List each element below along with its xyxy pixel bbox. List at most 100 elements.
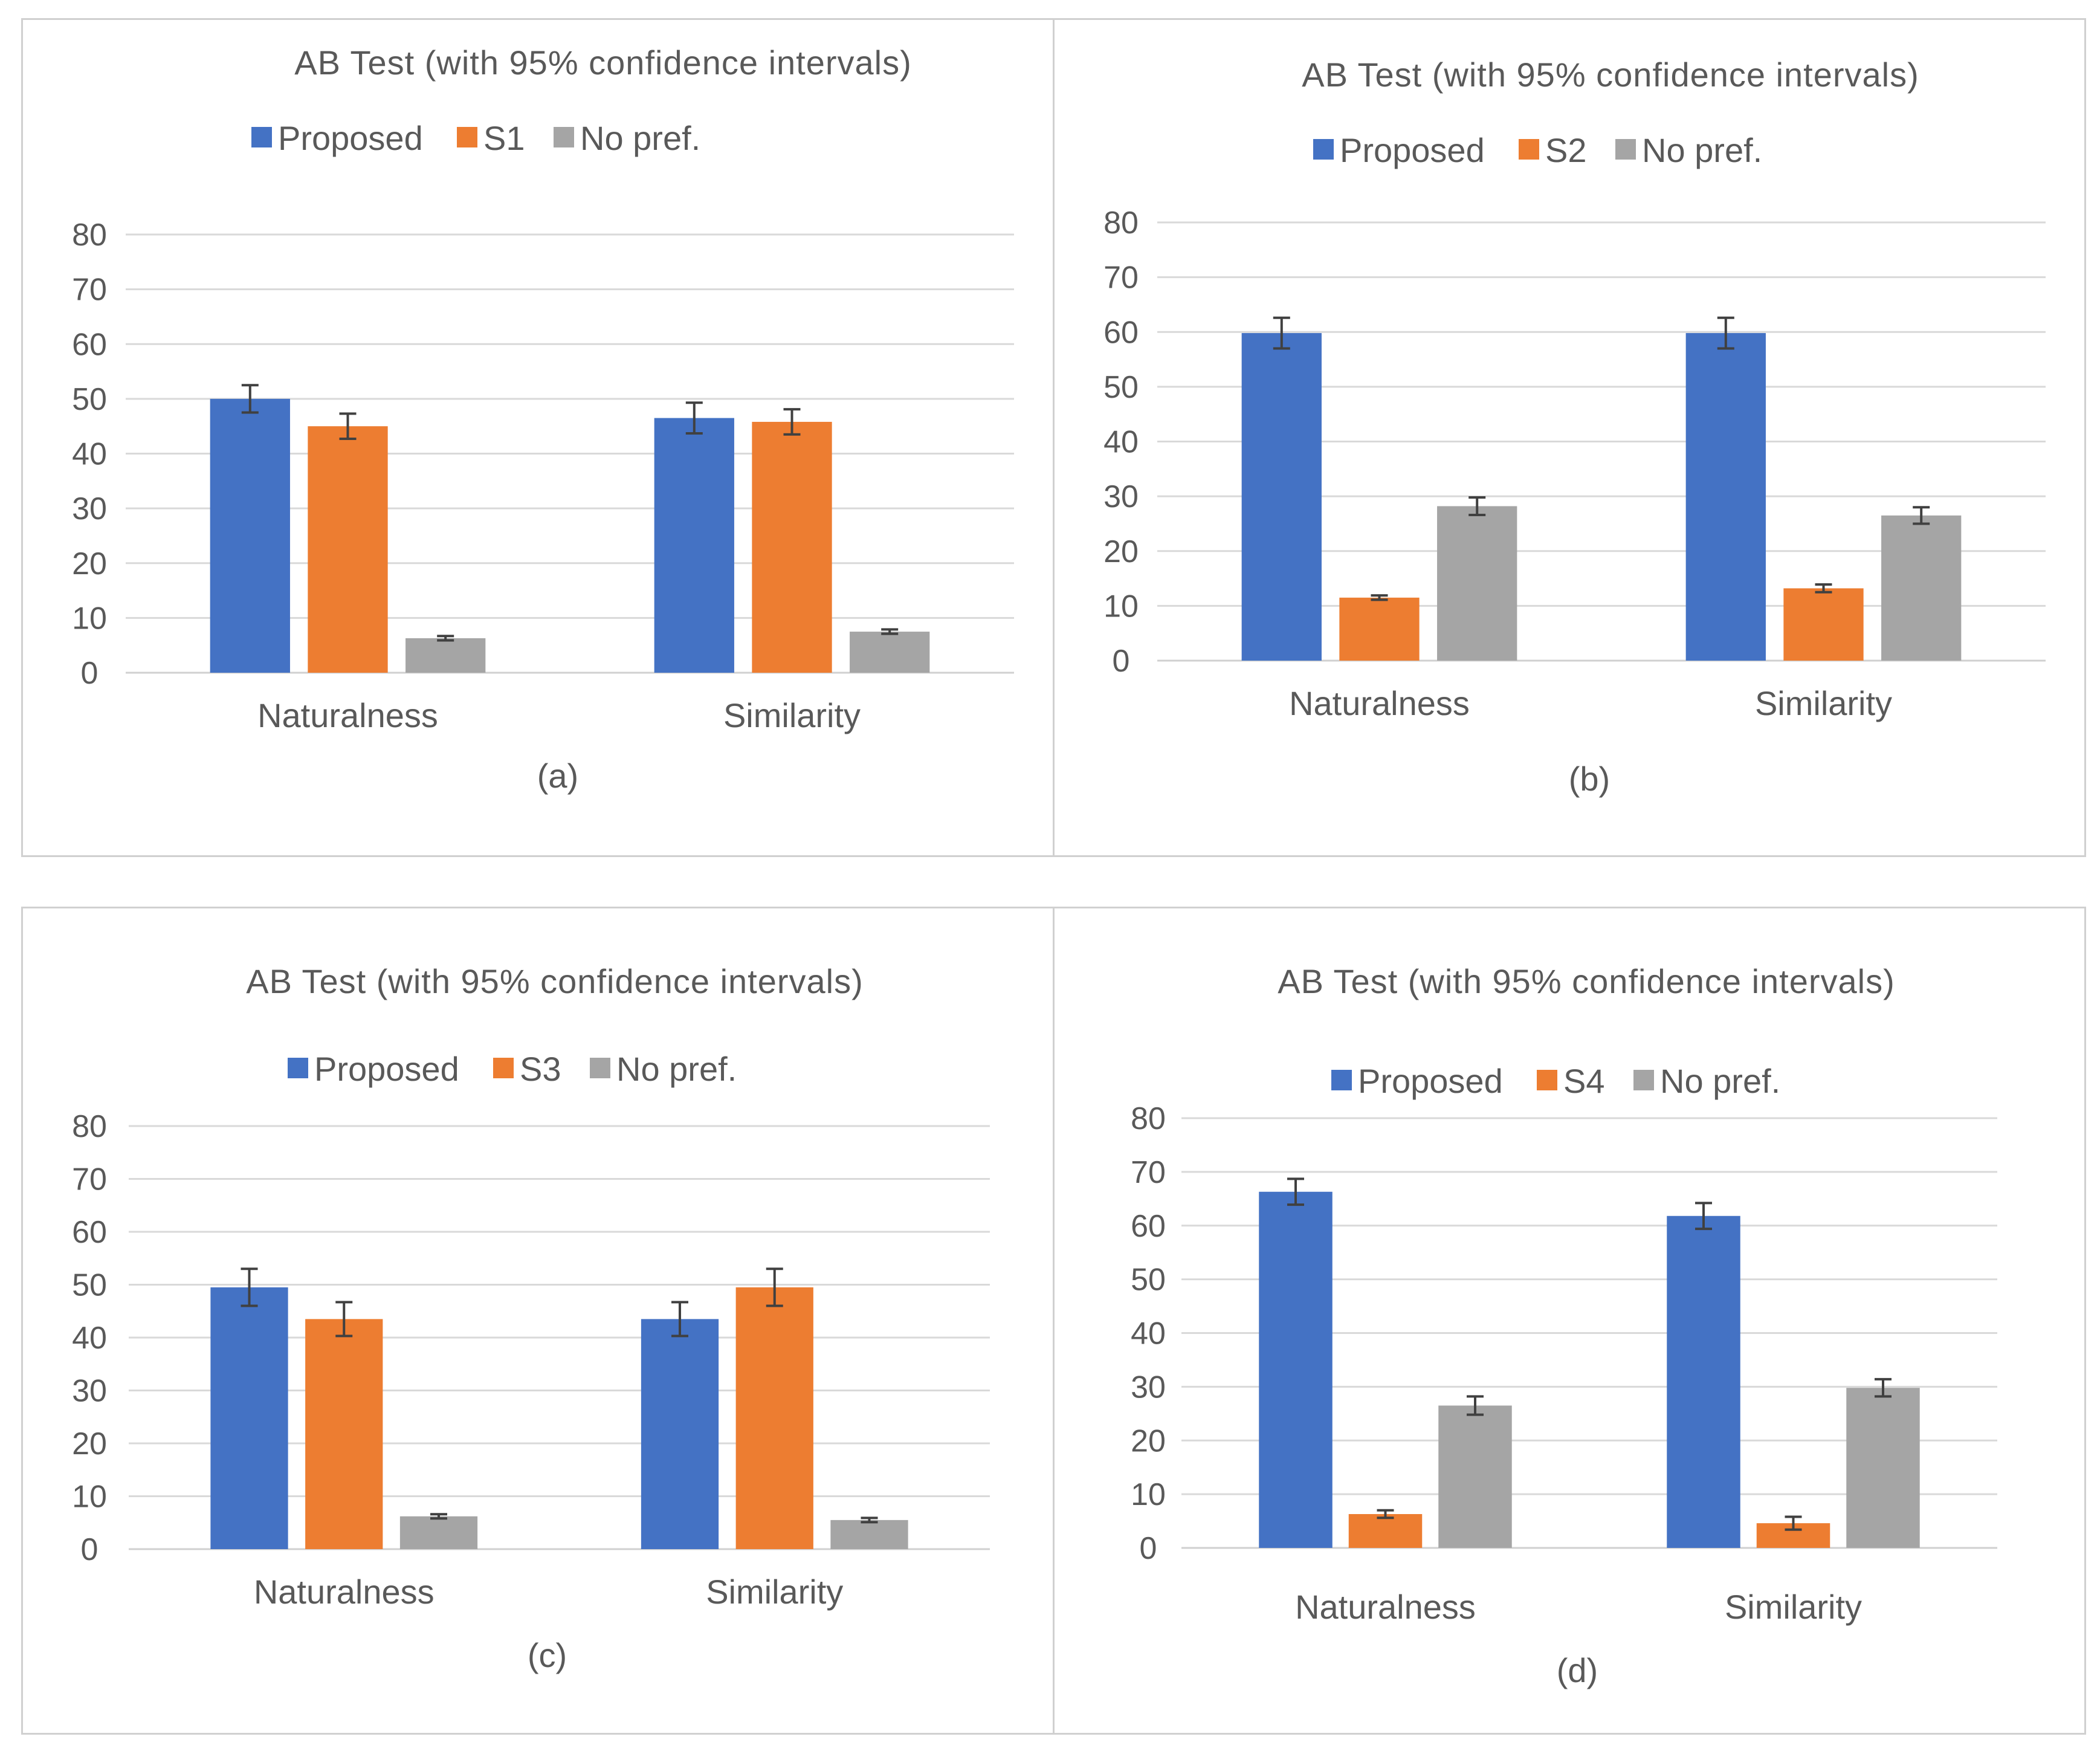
bar-no-pref--similarity bbox=[850, 632, 930, 673]
legend-swatch-2 bbox=[493, 1058, 514, 1078]
y-tick-label: 30 bbox=[1103, 479, 1139, 514]
y-tick-label: 10 bbox=[1131, 1477, 1166, 1512]
y-tick-label: 40 bbox=[1131, 1316, 1166, 1351]
y-tick-label: 20 bbox=[1131, 1423, 1166, 1458]
legend-label-1: Proposed bbox=[1340, 131, 1485, 169]
legend-label-3: No pref. bbox=[1660, 1062, 1780, 1100]
chart-panel-c: AB Test (with 95% confidence intervals) P… bbox=[21, 907, 1055, 1735]
bar-no-pref--similarity bbox=[1846, 1388, 1920, 1548]
y-tick-label: 0 bbox=[1140, 1531, 1157, 1566]
bar-no-pref--naturalness bbox=[405, 638, 486, 673]
bar-s3-naturalness bbox=[305, 1319, 383, 1549]
y-tick-label: 60 bbox=[72, 1215, 107, 1250]
legend-label-1: Proposed bbox=[1358, 1062, 1503, 1100]
y-tick-label: 70 bbox=[1131, 1155, 1166, 1190]
figure-caption: (a) bbox=[537, 757, 578, 795]
y-tick-label: 10 bbox=[1103, 589, 1139, 624]
y-tick-label: 0 bbox=[81, 1532, 99, 1567]
y-tick-label: 80 bbox=[72, 1109, 107, 1144]
y-tick-label: 50 bbox=[72, 1268, 107, 1303]
y-tick-label: 60 bbox=[72, 327, 107, 362]
chart-d: AB Test (with 95% confidence intervals) P… bbox=[1131, 962, 1997, 1689]
legend-swatch-2 bbox=[1537, 1070, 1557, 1090]
chart-panel-b: AB Test (with 95% confidence intervals) P… bbox=[1053, 18, 2086, 857]
y-tick-label: 20 bbox=[72, 546, 107, 581]
y-tick-label: 0 bbox=[1113, 644, 1130, 679]
y-tick-label: 20 bbox=[1103, 534, 1139, 569]
y-tick-label: 50 bbox=[1103, 370, 1139, 405]
y-tick-label: 0 bbox=[81, 656, 99, 691]
legend-swatch-3 bbox=[1633, 1070, 1654, 1090]
y-tick-label: 50 bbox=[1131, 1263, 1166, 1298]
chart-title: AB Test (with 95% confidence intervals) bbox=[1278, 962, 1895, 1000]
bar-s4-naturalness bbox=[1348, 1514, 1423, 1548]
chart-title: AB Test (with 95% confidence intervals) bbox=[246, 962, 864, 1000]
y-tick-label: 80 bbox=[72, 218, 107, 253]
legend-label-1: Proposed bbox=[278, 119, 423, 157]
bar-no-pref--similarity bbox=[830, 1520, 908, 1549]
bar-proposed-similarity bbox=[1685, 333, 1766, 661]
legend-swatch-3 bbox=[590, 1058, 610, 1078]
legend-swatch-1 bbox=[1313, 139, 1334, 160]
y-tick-label: 50 bbox=[72, 382, 107, 417]
legend-label-2: S4 bbox=[1563, 1062, 1605, 1100]
legend-swatch-3 bbox=[1615, 139, 1636, 160]
y-tick-label: 70 bbox=[72, 273, 107, 308]
bar-proposed-naturalness bbox=[210, 1287, 288, 1549]
bar-proposed-naturalness bbox=[210, 398, 290, 673]
figure-caption: (d) bbox=[1557, 1651, 1598, 1689]
y-tick-label: 40 bbox=[72, 437, 107, 472]
category-label-naturalness: Naturalness bbox=[1295, 1588, 1476, 1626]
bar-s1-similarity bbox=[752, 421, 832, 673]
y-tick-label: 10 bbox=[72, 1480, 107, 1515]
chart-panel-d: AB Test (with 95% confidence intervals) P… bbox=[1053, 907, 2086, 1735]
category-label-similarity: Similarity bbox=[1755, 684, 1892, 722]
legend-label-3: No pref. bbox=[616, 1050, 737, 1088]
y-tick-label: 40 bbox=[72, 1321, 107, 1356]
bar-no-pref--similarity bbox=[1881, 515, 1962, 661]
legend-swatch-2 bbox=[1519, 139, 1539, 160]
legend-label-2: S3 bbox=[520, 1050, 561, 1088]
y-tick-label: 30 bbox=[72, 491, 107, 526]
legend-swatch-1 bbox=[251, 127, 272, 147]
legend-swatch-2 bbox=[457, 127, 477, 147]
bar-no-pref--naturalness bbox=[1437, 506, 1517, 661]
chart-panel-a: AB Test (with 95% confidence intervals) P… bbox=[21, 18, 1055, 857]
bar-s1-naturalness bbox=[308, 426, 388, 673]
category-label-naturalness: Naturalness bbox=[1289, 684, 1470, 722]
figure-caption: (c) bbox=[528, 1636, 567, 1674]
bar-no-pref--naturalness bbox=[399, 1516, 478, 1549]
bar-proposed-similarity bbox=[654, 418, 734, 673]
bar-proposed-naturalness bbox=[1259, 1191, 1333, 1548]
y-tick-label: 70 bbox=[72, 1162, 107, 1197]
y-tick-label: 40 bbox=[1103, 425, 1139, 460]
legend-swatch-3 bbox=[554, 127, 574, 147]
bar-no-pref--naturalness bbox=[1438, 1405, 1512, 1548]
chart-a: AB Test (with 95% confidence intervals) P… bbox=[72, 44, 1014, 795]
legend-label-1: Proposed bbox=[314, 1050, 459, 1088]
legend-label-2: S1 bbox=[483, 119, 525, 157]
bar-s3-similarity bbox=[735, 1287, 813, 1549]
bar-proposed-similarity bbox=[641, 1319, 719, 1549]
bar-proposed-naturalness bbox=[1241, 333, 1322, 661]
legend-swatch-1 bbox=[288, 1058, 308, 1078]
y-tick-label: 30 bbox=[72, 1374, 107, 1409]
category-label-similarity: Similarity bbox=[723, 696, 861, 734]
y-tick-label: 70 bbox=[1103, 261, 1139, 296]
chart-b: AB Test (with 95% confidence intervals) P… bbox=[1103, 56, 2046, 798]
bar-s2-similarity bbox=[1783, 588, 1864, 661]
y-tick-label: 10 bbox=[72, 601, 107, 636]
y-tick-label: 30 bbox=[1131, 1370, 1166, 1405]
figure-caption: (b) bbox=[1569, 760, 1610, 798]
y-tick-label: 60 bbox=[1103, 315, 1139, 350]
category-label-similarity: Similarity bbox=[1725, 1588, 1862, 1626]
chart-title: AB Test (with 95% confidence intervals) bbox=[1302, 56, 1919, 94]
y-tick-label: 80 bbox=[1131, 1101, 1166, 1136]
legend-swatch-1 bbox=[1331, 1070, 1352, 1090]
y-tick-label: 80 bbox=[1103, 206, 1139, 241]
bar-proposed-similarity bbox=[1667, 1215, 1740, 1548]
category-label-naturalness: Naturalness bbox=[254, 1573, 435, 1611]
legend-label-3: No pref. bbox=[1642, 131, 1762, 169]
legend-label-2: S2 bbox=[1545, 131, 1587, 169]
bar-s2-naturalness bbox=[1339, 597, 1420, 661]
